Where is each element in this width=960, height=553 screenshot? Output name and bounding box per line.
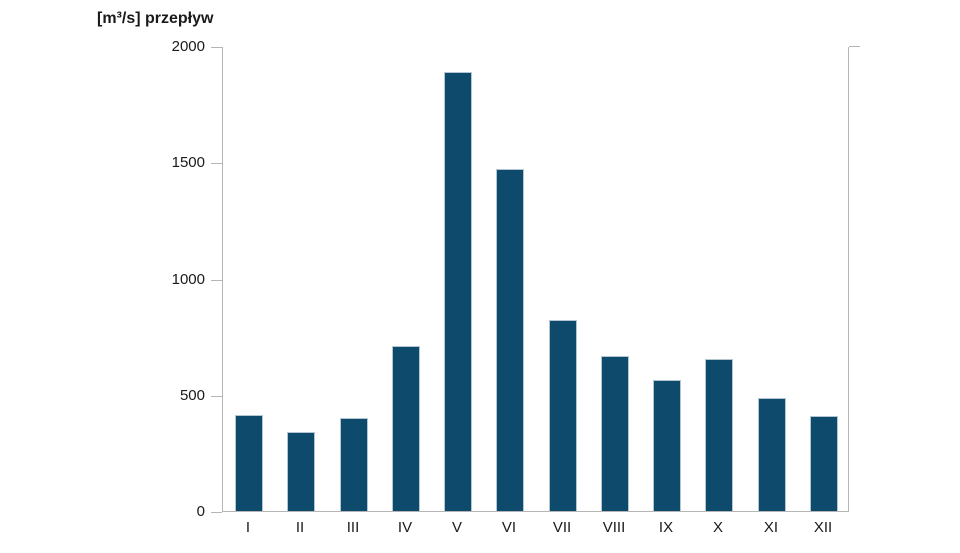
y-axis-tick-label: 2000 xyxy=(171,38,205,55)
x-axis-tick-label: III xyxy=(346,519,360,536)
bar-month-I xyxy=(235,415,263,511)
bar-month-IV xyxy=(392,346,420,511)
bar-month-VII xyxy=(549,320,577,511)
x-axis-tick-label: V xyxy=(451,519,462,536)
y-axis-tick-label: 0 xyxy=(196,503,205,520)
bar-month-X xyxy=(705,359,733,511)
bar-month-V xyxy=(444,72,472,511)
plot-area xyxy=(222,47,849,512)
right-axis-tick-mark xyxy=(849,46,860,47)
bar-month-II xyxy=(287,432,315,511)
y-axis-tick-mark xyxy=(211,47,222,48)
y-axis-tick-label: 1500 xyxy=(171,154,205,171)
x-axis-tick-label: VI xyxy=(501,519,517,536)
bar-month-IX xyxy=(653,380,681,511)
y-axis-tick-mark xyxy=(211,512,222,513)
bar-month-III xyxy=(340,418,368,511)
y-axis-tick-label: 1000 xyxy=(171,271,205,288)
x-axis-tick-label: I xyxy=(245,519,251,536)
x-axis-tick-label: VIII xyxy=(602,519,626,536)
y-axis-tick-label: 500 xyxy=(179,387,205,404)
x-axis-tick-label: XI xyxy=(763,519,779,536)
chart-title: [m³/s] przepływ xyxy=(97,10,214,27)
y-axis-tick-mark xyxy=(211,280,222,281)
x-axis-tick-label: XII xyxy=(813,519,833,536)
x-axis-tick-label: VII xyxy=(552,519,572,536)
bar-month-XII xyxy=(810,416,838,511)
bar-month-VI xyxy=(496,169,524,511)
x-axis-tick-label: II xyxy=(295,519,305,536)
x-axis-tick-label: X xyxy=(712,519,723,536)
x-axis-tick-label: IX xyxy=(658,519,674,536)
y-axis-tick-mark xyxy=(211,163,222,164)
x-axis-tick-label: IV xyxy=(397,519,413,536)
y-axis-tick-mark xyxy=(211,396,222,397)
bar-month-XI xyxy=(758,398,786,511)
bar-month-VIII xyxy=(601,356,629,511)
